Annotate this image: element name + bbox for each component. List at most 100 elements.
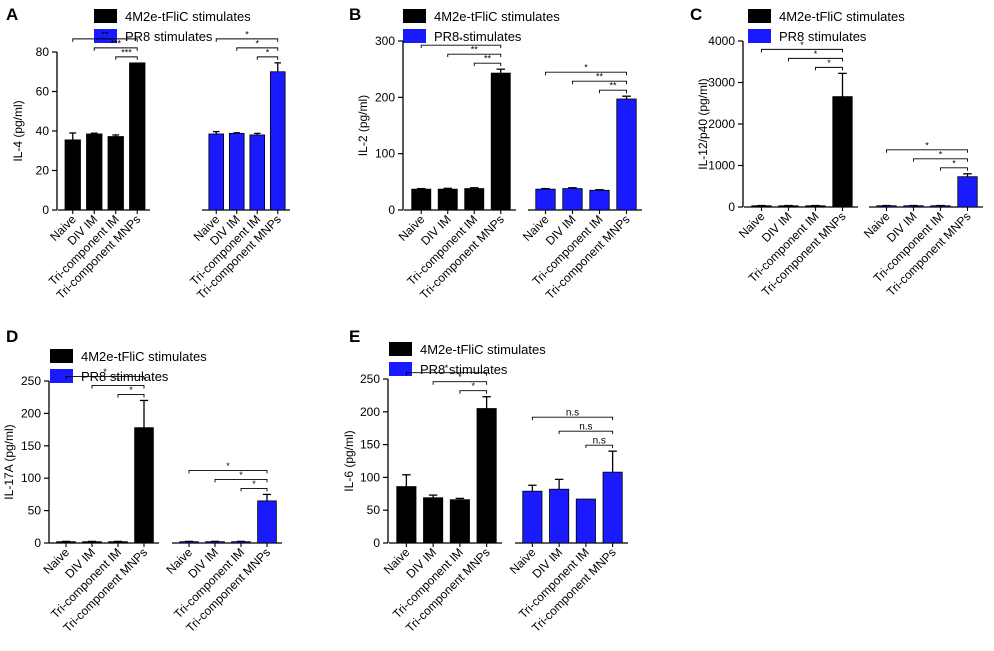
legend-swatch bbox=[50, 369, 73, 383]
chart-panel-c: C 4M2e-tFliC stimulates PR8 stimulates 0 100… bbox=[690, 5, 983, 299]
bar bbox=[476, 408, 497, 544]
y-tick-label: 150 bbox=[360, 438, 380, 452]
legend-swatch bbox=[50, 349, 73, 363]
significance-label: * bbox=[226, 461, 230, 471]
y-tick-label: 250 bbox=[360, 372, 380, 386]
y-tick-label: 0 bbox=[373, 536, 380, 550]
y-tick-label: 50 bbox=[367, 503, 381, 517]
significance-label: ** bbox=[484, 54, 492, 64]
significance-label: * bbox=[827, 58, 831, 68]
significance-bracket bbox=[214, 478, 268, 483]
legend-swatch bbox=[748, 29, 771, 43]
legend-swatch bbox=[748, 9, 771, 23]
legend-swatch bbox=[94, 9, 117, 23]
bar bbox=[437, 188, 458, 211]
y-tick-label: 0 bbox=[388, 203, 395, 217]
significance-bracket bbox=[447, 53, 502, 58]
significance-label: ** bbox=[596, 72, 604, 82]
significance-bracket bbox=[815, 66, 843, 71]
y-tick-label: 0 bbox=[42, 203, 49, 217]
y-tick-label: 4000 bbox=[708, 34, 735, 48]
bar bbox=[257, 500, 277, 544]
significance-label: * bbox=[952, 158, 956, 168]
significance-bracket bbox=[188, 469, 268, 474]
significance-label: * bbox=[266, 47, 270, 57]
bar bbox=[575, 498, 596, 544]
y-tick-label: 250 bbox=[21, 374, 41, 388]
y-tick-label: 100 bbox=[360, 470, 380, 484]
y-tick-label: 100 bbox=[375, 147, 395, 161]
panel-label: E bbox=[349, 327, 360, 346]
significance-bracket bbox=[572, 80, 627, 85]
bar bbox=[602, 471, 623, 544]
significance-bracket bbox=[91, 384, 145, 389]
significance-bracket bbox=[72, 38, 138, 42]
significance-label: * bbox=[129, 385, 133, 395]
significance-label: * bbox=[800, 40, 804, 50]
panel-label: B bbox=[349, 5, 361, 24]
legend-label: PR8 stimulates bbox=[125, 29, 213, 44]
significance-bracket bbox=[432, 381, 488, 385]
y-tick-label: 300 bbox=[375, 34, 395, 48]
y-tick-label: 20 bbox=[36, 164, 50, 178]
significance-label: * bbox=[814, 49, 818, 59]
significance-label: * bbox=[239, 470, 243, 480]
bar bbox=[411, 188, 432, 211]
bar bbox=[589, 189, 610, 211]
y-tick-label: 0 bbox=[728, 200, 735, 214]
significance-label: * bbox=[925, 140, 929, 150]
significance-bracket bbox=[545, 71, 627, 76]
significance-label: n.s bbox=[579, 422, 592, 433]
bar bbox=[832, 96, 853, 208]
significance-bracket bbox=[115, 56, 138, 60]
y-tick-label: 80 bbox=[36, 45, 50, 59]
y-tick-label: 50 bbox=[28, 504, 42, 518]
bar bbox=[86, 133, 103, 211]
significance-bracket bbox=[585, 444, 614, 449]
significance-bracket bbox=[473, 62, 502, 67]
significance-label: * bbox=[255, 38, 259, 48]
significance-label: * bbox=[445, 363, 449, 373]
chart-panel-b: B 4M2e-tFliC stimulates PR8 stimulates 0 100… bbox=[349, 5, 642, 302]
significance-bracket bbox=[459, 390, 488, 394]
significance-bracket bbox=[420, 44, 502, 49]
bar bbox=[522, 490, 543, 544]
bar bbox=[616, 98, 637, 211]
bar bbox=[107, 136, 124, 211]
y-axis-label: IL-6 (pg/ml) bbox=[342, 430, 356, 491]
significance-bracket bbox=[531, 416, 614, 421]
significance-label: n.s bbox=[566, 408, 579, 419]
y-axis-label: IL-17A (pg/ml) bbox=[2, 424, 16, 499]
significance-bracket bbox=[240, 487, 268, 492]
significance-bracket bbox=[215, 38, 279, 42]
bar bbox=[562, 188, 583, 211]
significance-bracket bbox=[940, 167, 968, 171]
significance-label: * bbox=[939, 149, 943, 159]
significance-bracket bbox=[558, 430, 614, 435]
bar bbox=[464, 188, 485, 211]
bar bbox=[208, 133, 225, 211]
legend-label: PR8 stimulates bbox=[434, 29, 522, 44]
bar bbox=[957, 176, 978, 208]
legend-label: PR8 stimulates bbox=[420, 362, 508, 377]
y-tick-label: 150 bbox=[21, 439, 41, 453]
y-tick-label: 200 bbox=[360, 405, 380, 419]
significance-label: *** bbox=[121, 47, 132, 57]
legend-label: PR8 stimulates bbox=[779, 29, 867, 44]
significance-label: * bbox=[458, 372, 462, 382]
significance-bracket bbox=[405, 372, 488, 376]
y-tick-label: 3000 bbox=[708, 76, 735, 90]
legend-swatch bbox=[94, 29, 117, 43]
significance-label: ** bbox=[471, 45, 479, 55]
significance-bracket bbox=[65, 375, 145, 380]
significance-bracket bbox=[93, 47, 138, 51]
bar bbox=[549, 488, 570, 544]
significance-label: * bbox=[584, 63, 588, 73]
legend-label: 4M2e-tFliC stimulates bbox=[81, 349, 207, 364]
significance-bracket bbox=[236, 47, 279, 51]
